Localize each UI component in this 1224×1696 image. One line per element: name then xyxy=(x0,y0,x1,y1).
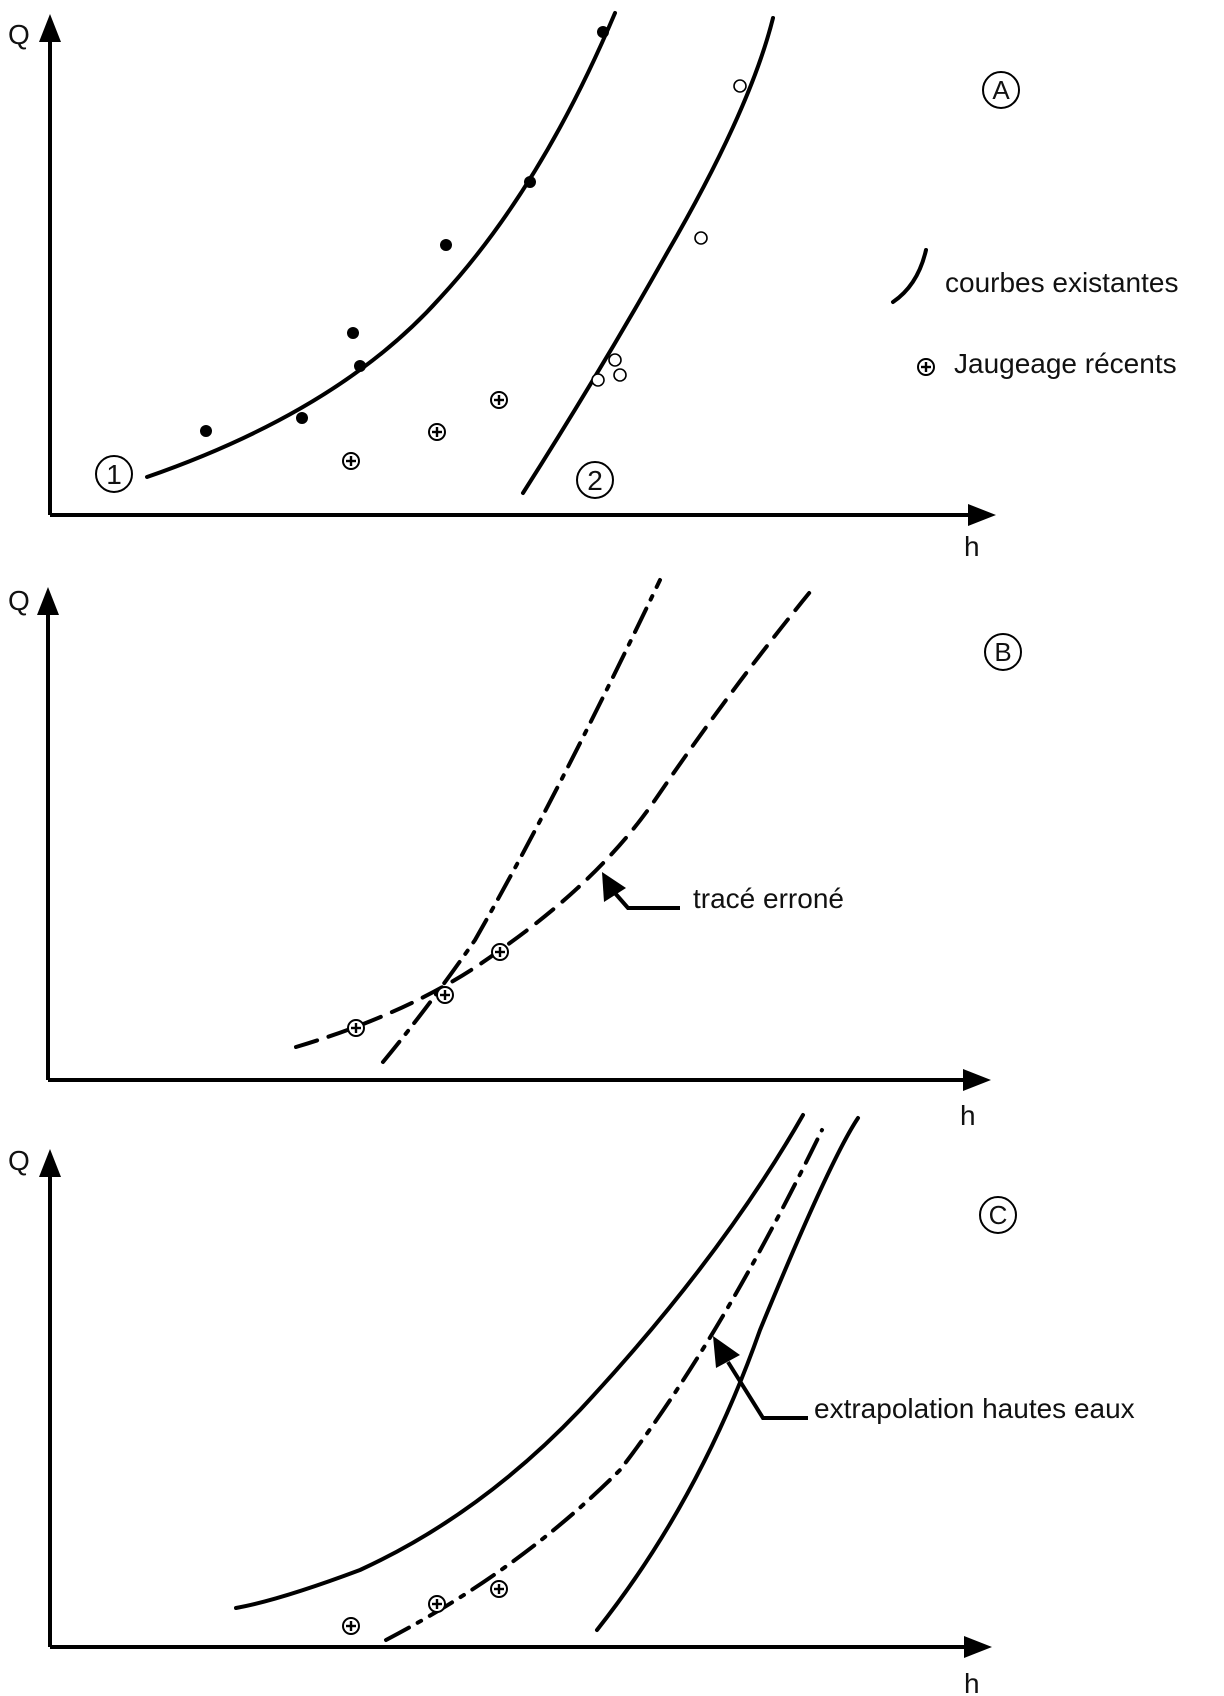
h-axis-label: h xyxy=(964,531,980,562)
panel-c: Q h extrapolation hautes eaux C xyxy=(8,1113,1135,1696)
h-axis-label: h xyxy=(960,1100,976,1131)
h-axis-label: h xyxy=(964,1668,980,1696)
gaugings-curve-2 xyxy=(591,79,747,387)
gauging-point xyxy=(733,79,747,93)
h-axis-arrowhead xyxy=(963,1069,991,1091)
q-axis-arrowhead xyxy=(39,1149,61,1177)
recent-gauging-point xyxy=(435,985,455,1005)
h-axis-arrowhead xyxy=(964,1636,992,1658)
gauging-point xyxy=(613,368,627,382)
legend-recent-marker xyxy=(916,357,936,377)
legend: courbes existantes Jaugeage récents xyxy=(891,248,1178,379)
q-axis-label: Q xyxy=(8,1145,30,1176)
legend-curve-swatch xyxy=(891,248,928,304)
recent-gaugings-a xyxy=(341,390,509,471)
erroneous-trace-label: tracé erroné xyxy=(693,883,844,914)
gauging-point xyxy=(347,327,359,339)
legend-recent-gaugings: Jaugeage récents xyxy=(954,348,1177,379)
erroneous-trace-pointer xyxy=(602,872,680,910)
curve-1-number: 1 xyxy=(95,455,133,493)
q-axis-arrowhead xyxy=(39,14,61,42)
extrapolation-curve-dashdot xyxy=(384,1128,824,1642)
recent-gaugings-c xyxy=(341,1579,509,1636)
existing-curve-right xyxy=(595,1116,860,1632)
existing-curve-2 xyxy=(521,16,775,495)
gauging-point xyxy=(200,425,212,437)
panel-a-badge: A xyxy=(982,71,1020,109)
panel-b: Q h tracé erroné B xyxy=(8,578,1022,1131)
gauging-point xyxy=(597,26,609,38)
recent-gauging-point xyxy=(427,422,447,442)
gauging-point xyxy=(354,360,366,372)
q-axis-arrowhead xyxy=(37,587,59,615)
recent-gauging-point xyxy=(341,451,361,471)
panel-c-badge: C xyxy=(979,1196,1017,1234)
gauging-point xyxy=(440,239,452,251)
q-axis-label: Q xyxy=(8,585,30,616)
svg-text:A: A xyxy=(992,75,1010,105)
gaugings-curve-1 xyxy=(200,26,609,437)
h-axis-arrowhead xyxy=(968,504,996,526)
curve-2-number: 2 xyxy=(576,461,614,499)
panel-c-axes xyxy=(39,1149,992,1658)
gauging-point xyxy=(591,373,605,387)
panel-b-badge: B xyxy=(984,633,1022,671)
recent-gauging-point xyxy=(489,390,509,410)
gauging-point xyxy=(296,412,308,424)
recent-gauging-point xyxy=(346,1018,366,1038)
svg-text:2: 2 xyxy=(587,465,603,496)
recent-gauging-point xyxy=(490,942,510,962)
gauging-point xyxy=(694,231,708,245)
erroneous-curve-dashed xyxy=(294,590,812,1049)
recent-gauging-point xyxy=(489,1579,509,1599)
gauging-point xyxy=(524,176,536,188)
panel-b-axes xyxy=(37,587,991,1091)
svg-text:C: C xyxy=(989,1200,1008,1230)
recent-gauging-point xyxy=(341,1616,361,1636)
panel-a-axes xyxy=(39,14,996,526)
panel-a: Q h xyxy=(8,11,1178,562)
existing-curve-1 xyxy=(145,11,617,479)
svg-text:1: 1 xyxy=(106,459,122,490)
recent-gauging-point xyxy=(427,1594,447,1614)
correct-curve-dashdot xyxy=(381,578,662,1064)
extrapolation-label: extrapolation hautes eaux xyxy=(814,1393,1135,1424)
svg-text:B: B xyxy=(994,637,1011,667)
legend-existing-curves: courbes existantes xyxy=(945,267,1178,298)
q-axis-label: Q xyxy=(8,19,30,50)
extrapolation-pointer xyxy=(713,1336,808,1420)
gauging-point xyxy=(608,353,622,367)
existing-curve-left xyxy=(234,1113,805,1610)
